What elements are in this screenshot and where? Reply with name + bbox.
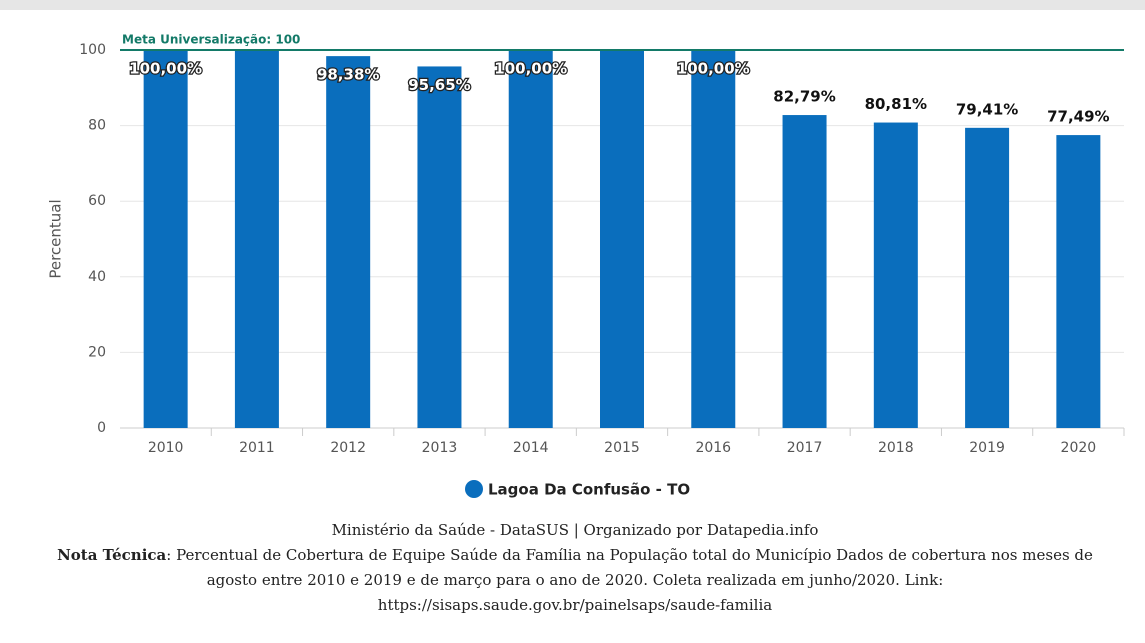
bar bbox=[873, 122, 918, 428]
y-tick-label: 20 bbox=[88, 344, 106, 360]
value-label: 100,00% bbox=[494, 60, 567, 78]
footer: Ministério da Saúde - DataSUS | Organiza… bbox=[40, 518, 1110, 618]
value-label: 100,00% bbox=[129, 60, 202, 78]
note-label: Nota Técnica bbox=[57, 546, 167, 564]
note: Nota Técnica: Percentual de Cobertura de… bbox=[40, 543, 1110, 618]
y-tick-label: 60 bbox=[88, 193, 106, 209]
bar bbox=[417, 66, 462, 429]
bar bbox=[234, 50, 279, 428]
value-label: 98,38% bbox=[317, 66, 379, 84]
x-tick-label: 2017 bbox=[787, 440, 823, 456]
chart: Percentual 0 20 40 60 80 100 2010 100,00% 2011 20… bbox=[47, 33, 1125, 499]
frame-band bbox=[0, 0, 1145, 10]
x-tick-label: 2010 bbox=[148, 440, 184, 456]
target-label: Meta Universalização: 100 bbox=[122, 33, 300, 47]
bar bbox=[1056, 135, 1101, 428]
y-tick-label: 80 bbox=[88, 118, 106, 134]
y-axis-label: Percentual bbox=[47, 199, 65, 278]
bar bbox=[691, 50, 736, 428]
legend-label: Lagoa Da Confusão - TO bbox=[488, 481, 690, 499]
x-tick-label: 2013 bbox=[422, 440, 458, 456]
y-tick-label: 0 bbox=[97, 420, 106, 436]
value-label: 80,81% bbox=[865, 95, 927, 113]
x-tick-label: 2015 bbox=[604, 440, 640, 456]
x-tick-label: 2016 bbox=[695, 440, 731, 456]
x-tick-label: 2018 bbox=[878, 440, 914, 456]
note-text: : Percentual de Cobertura de Equipe Saúd… bbox=[166, 546, 1093, 614]
value-label: 79,41% bbox=[956, 100, 1018, 118]
value-label: 100,00% bbox=[677, 60, 750, 78]
x-tick-label: 2014 bbox=[513, 440, 549, 456]
bar bbox=[143, 50, 188, 428]
value-label: 95,65% bbox=[408, 76, 470, 94]
value-label: 77,49% bbox=[1047, 108, 1109, 126]
x-tick-label: 2019 bbox=[969, 440, 1005, 456]
y-tick-label: 40 bbox=[88, 269, 106, 285]
bar bbox=[508, 50, 553, 428]
x-tick-label: 2011 bbox=[239, 440, 275, 456]
bar bbox=[326, 56, 371, 429]
x-tick-label: 2020 bbox=[1061, 440, 1097, 456]
x-tick-label: 2012 bbox=[330, 440, 366, 456]
bar bbox=[965, 127, 1010, 428]
value-label: 82,79% bbox=[773, 88, 835, 106]
source: Ministério da Saúde - DataSUS | Organiza… bbox=[331, 521, 819, 539]
bar bbox=[782, 115, 827, 428]
y-tick-label: 100 bbox=[79, 42, 106, 58]
legend-marker bbox=[465, 480, 483, 498]
bar bbox=[600, 50, 644, 428]
